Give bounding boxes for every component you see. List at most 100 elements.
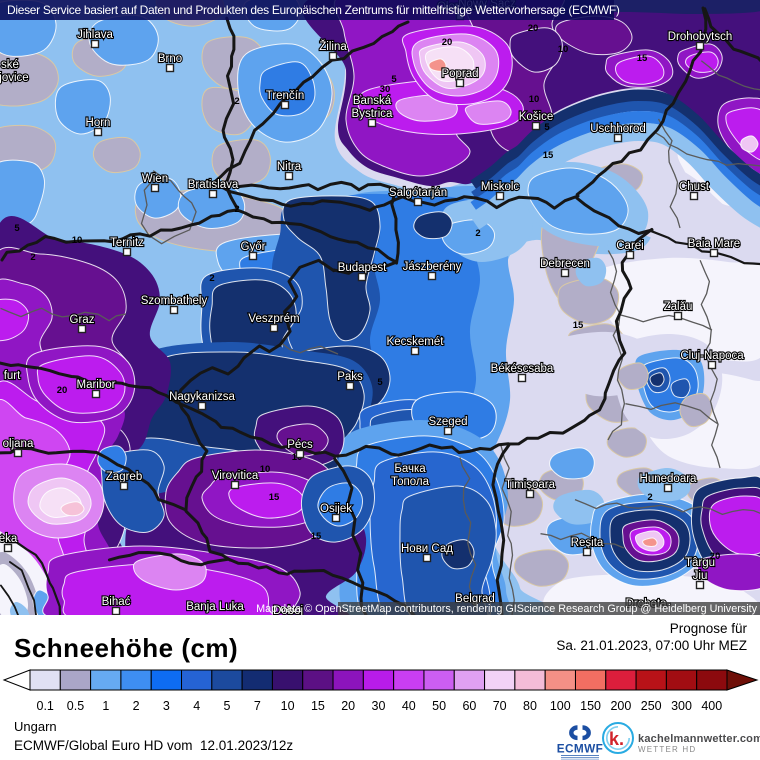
svg-text:7: 7 <box>254 699 261 713</box>
svg-text:Miskolc: Miskolc <box>481 181 520 193</box>
svg-text:15: 15 <box>543 150 554 161</box>
svg-text:Нови Сад: Нови Сад <box>401 543 453 555</box>
svg-text:20: 20 <box>528 23 539 34</box>
svg-text:Cluj-Napoca: Cluj-Napoca <box>680 350 744 362</box>
svg-text:30: 30 <box>380 84 391 95</box>
svg-text:ECMWF: ECMWF <box>557 742 604 756</box>
svg-text:Map data © OpenStreetMap contr: Map data © OpenStreetMap contributors, r… <box>256 603 757 615</box>
svg-text:Bratislava: Bratislava <box>188 179 239 191</box>
svg-text:50: 50 <box>432 699 446 713</box>
svg-text:3: 3 <box>163 699 170 713</box>
svg-text:2: 2 <box>209 273 214 284</box>
svg-text:150: 150 <box>580 699 601 713</box>
svg-text:Maribor: Maribor <box>77 379 116 391</box>
svg-text:5: 5 <box>224 699 231 713</box>
svg-text:Žilina: Žilina <box>319 40 347 53</box>
svg-text:Paks: Paks <box>337 371 363 383</box>
svg-text:Brno: Brno <box>158 53 182 65</box>
svg-text:20: 20 <box>341 699 355 713</box>
svg-text:Doboj: Doboj <box>273 605 303 615</box>
svg-text:Reşita: Reşita <box>571 537 604 549</box>
svg-text:2: 2 <box>475 228 480 239</box>
svg-text:15: 15 <box>311 531 322 542</box>
svg-text:100: 100 <box>550 699 571 713</box>
svg-text:40: 40 <box>402 699 416 713</box>
svg-text:Nagykanizsa: Nagykanizsa <box>169 391 235 403</box>
svg-text:Szeged: Szeged <box>428 416 467 428</box>
svg-text:20: 20 <box>57 385 68 396</box>
svg-text:Pécs: Pécs <box>287 439 313 451</box>
svg-text:5: 5 <box>14 223 20 234</box>
svg-text:4: 4 <box>193 699 200 713</box>
svg-text:Trenčín: Trenčín <box>266 90 305 102</box>
svg-text:Kecskemét: Kecskemét <box>387 336 445 348</box>
svg-text:30: 30 <box>372 699 386 713</box>
svg-text:Hunedoara: Hunedoara <box>640 473 698 485</box>
svg-text:Debrecen: Debrecen <box>540 258 590 270</box>
svg-text:Zagreb: Zagreb <box>106 471 142 483</box>
svg-text:0.1: 0.1 <box>37 699 54 713</box>
svg-text:2: 2 <box>234 96 239 107</box>
svg-text:Horn: Horn <box>86 117 111 129</box>
svg-text:5: 5 <box>377 377 383 388</box>
svg-text:15: 15 <box>311 699 325 713</box>
svg-text:Бачка: Бачка <box>394 463 426 475</box>
svg-text:10: 10 <box>353 92 364 103</box>
svg-text:70: 70 <box>493 699 507 713</box>
svg-text:Graz: Graz <box>70 314 95 326</box>
svg-text:Jihlava: Jihlava <box>77 29 113 41</box>
svg-text:Carei: Carei <box>616 240 643 252</box>
svg-text:2: 2 <box>647 492 652 503</box>
svg-text:kachelmannwetter.com: kachelmannwetter.com <box>638 733 760 745</box>
svg-text:Banja Luka: Banja Luka <box>186 601 244 613</box>
svg-text:Drohobytsch: Drohobytsch <box>668 31 733 43</box>
svg-text:5: 5 <box>544 122 550 133</box>
svg-text:Szombathely: Szombathely <box>141 295 208 307</box>
svg-text:ské: ské <box>1 59 19 71</box>
svg-text:80: 80 <box>523 699 537 713</box>
svg-text:20: 20 <box>442 37 453 48</box>
svg-text:Wien: Wien <box>142 173 168 185</box>
svg-text:Jiu: Jiu <box>693 570 708 582</box>
svg-text:60: 60 <box>462 699 476 713</box>
svg-text:300: 300 <box>671 699 692 713</box>
svg-text:Békéscsaba: Békéscsaba <box>491 363 554 375</box>
svg-text:jovice: jovice <box>0 72 29 84</box>
svg-text:Budapest: Budapest <box>338 262 387 274</box>
svg-text:Uschhorod: Uschhorod <box>590 123 646 135</box>
svg-text:2: 2 <box>234 204 239 215</box>
svg-text:Košice: Košice <box>519 111 554 123</box>
svg-text:oljana: oljana <box>3 438 34 450</box>
svg-text:15: 15 <box>269 492 280 503</box>
svg-text:10: 10 <box>72 235 83 246</box>
svg-text:Zalău: Zalău <box>664 301 693 313</box>
svg-text:10: 10 <box>529 94 540 105</box>
svg-text:Osijek: Osijek <box>320 503 352 515</box>
svg-text:Chust: Chust <box>679 181 710 193</box>
svg-text:Nitra: Nitra <box>277 161 302 173</box>
svg-text:Győr: Győr <box>241 241 266 253</box>
svg-text:2: 2 <box>133 699 140 713</box>
svg-text:WETTER HD: WETTER HD <box>638 745 696 754</box>
svg-text:15: 15 <box>637 53 648 64</box>
svg-text:0.5: 0.5 <box>67 699 84 713</box>
svg-text:400: 400 <box>701 699 722 713</box>
svg-text:200: 200 <box>610 699 631 713</box>
svg-text:Virovitica: Virovitica <box>212 470 259 482</box>
svg-text:10: 10 <box>260 464 271 475</box>
svg-text:Топола: Топола <box>391 476 430 488</box>
svg-text:10: 10 <box>281 699 295 713</box>
svg-text:k.: k. <box>609 729 624 749</box>
svg-text:Veszprém: Veszprém <box>248 313 299 325</box>
svg-text:Jászberény: Jászberény <box>403 261 462 273</box>
svg-text:10: 10 <box>558 44 569 55</box>
svg-text:Ternitz: Ternitz <box>110 237 144 249</box>
svg-text:15: 15 <box>573 320 584 331</box>
svg-text:furt: furt <box>4 370 21 382</box>
svg-text:Bystrica: Bystrica <box>352 108 394 120</box>
svg-text:eka: eka <box>0 533 18 545</box>
svg-text:Dieser Service basiert auf Dat: Dieser Service basiert auf Daten und Pro… <box>7 3 620 17</box>
svg-text:Poprad: Poprad <box>441 68 478 80</box>
svg-text:Banská: Banská <box>353 95 392 107</box>
svg-text:1: 1 <box>102 699 109 713</box>
